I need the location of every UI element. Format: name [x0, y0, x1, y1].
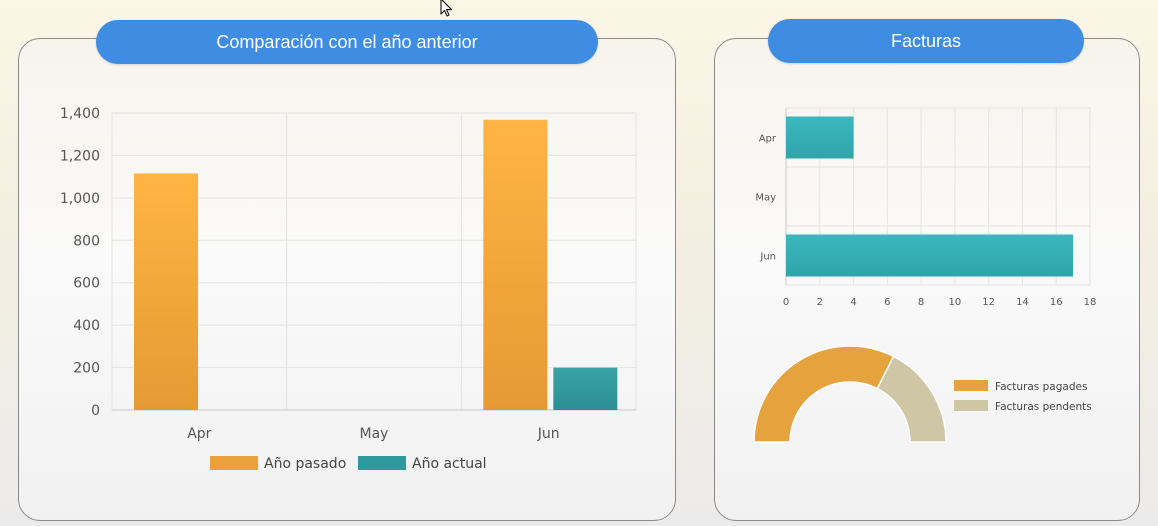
bar-chart-y-tick-label: 800	[73, 233, 100, 249]
donut-legend-swatch	[954, 400, 988, 411]
hbar-chart-x-tick-label: 4	[850, 297, 856, 308]
bar-chart-legend-swatch	[358, 456, 406, 470]
bar-chart-y-tick-label: 1,400	[60, 106, 100, 122]
hbar-chart-x-tick-label: 14	[1016, 297, 1029, 308]
comparison-title: Comparación con el año anterior	[216, 31, 478, 52]
hbar-chart-x-tick-label: 6	[884, 297, 890, 308]
donut-slice-pending	[876, 355, 947, 443]
hbar-apr	[786, 116, 854, 159]
bar-ano-actual-jun	[553, 367, 618, 410]
bar-chart-x-tick-label: Jun	[537, 426, 560, 442]
donut-legend-label: Facturas pendents	[995, 401, 1092, 413]
hbar-chart-x-tick-label: 8	[918, 297, 924, 308]
hbar-chart-x-tick-label: 0	[783, 297, 789, 308]
hbar-chart-x-tick-label: 2	[817, 297, 823, 308]
donut-legend-swatch	[954, 380, 988, 391]
mouse-cursor-icon	[440, 0, 453, 17]
comparison-panel	[18, 38, 676, 521]
bar-chart-y-tick-label: 1,200	[60, 148, 100, 164]
invoices-title-pill: Facturas	[768, 19, 1084, 63]
hbar-chart-y-tick-label: Apr	[759, 134, 777, 145]
bar-chart-y-tick-label: 600	[73, 276, 100, 292]
bar-chart-y-tick-label: 1,000	[60, 191, 100, 207]
hbar-jun	[786, 234, 1074, 277]
comparison-title-pill: Comparación con el año anterior	[96, 20, 598, 64]
donut-slice-paid	[753, 345, 895, 443]
bar-chart-legend-label: Año actual	[412, 456, 487, 472]
hbar-chart-x-tick-label: 10	[949, 297, 962, 308]
invoices-title: Facturas	[890, 30, 962, 51]
bar-chart-y-tick-label: 0	[91, 403, 100, 419]
hbar-chart-y-tick-label: Jun	[759, 252, 776, 263]
bar-chart-y-tick-label: 400	[73, 318, 100, 334]
bar-chart-x-tick-label: May	[360, 426, 389, 442]
hbar-chart-x-tick-label: 16	[1050, 297, 1063, 308]
bar-chart-legend-label: Año pasado	[264, 456, 346, 472]
bar-chart-legend-swatch	[210, 456, 258, 470]
donut-legend-label: Facturas pagades	[995, 381, 1087, 393]
hbar-chart-x-tick-label: 12	[982, 297, 995, 308]
hbar-chart-y-tick-label: May	[755, 193, 776, 204]
hbar-chart-x-tick-label: 18	[1084, 297, 1097, 308]
bar-ano-pasado-jun	[483, 119, 548, 410]
bar-ano-pasado-apr	[134, 173, 198, 410]
bar-chart-x-tick-label: Apr	[187, 426, 211, 442]
bar-chart-y-tick-label: 200	[73, 361, 100, 377]
